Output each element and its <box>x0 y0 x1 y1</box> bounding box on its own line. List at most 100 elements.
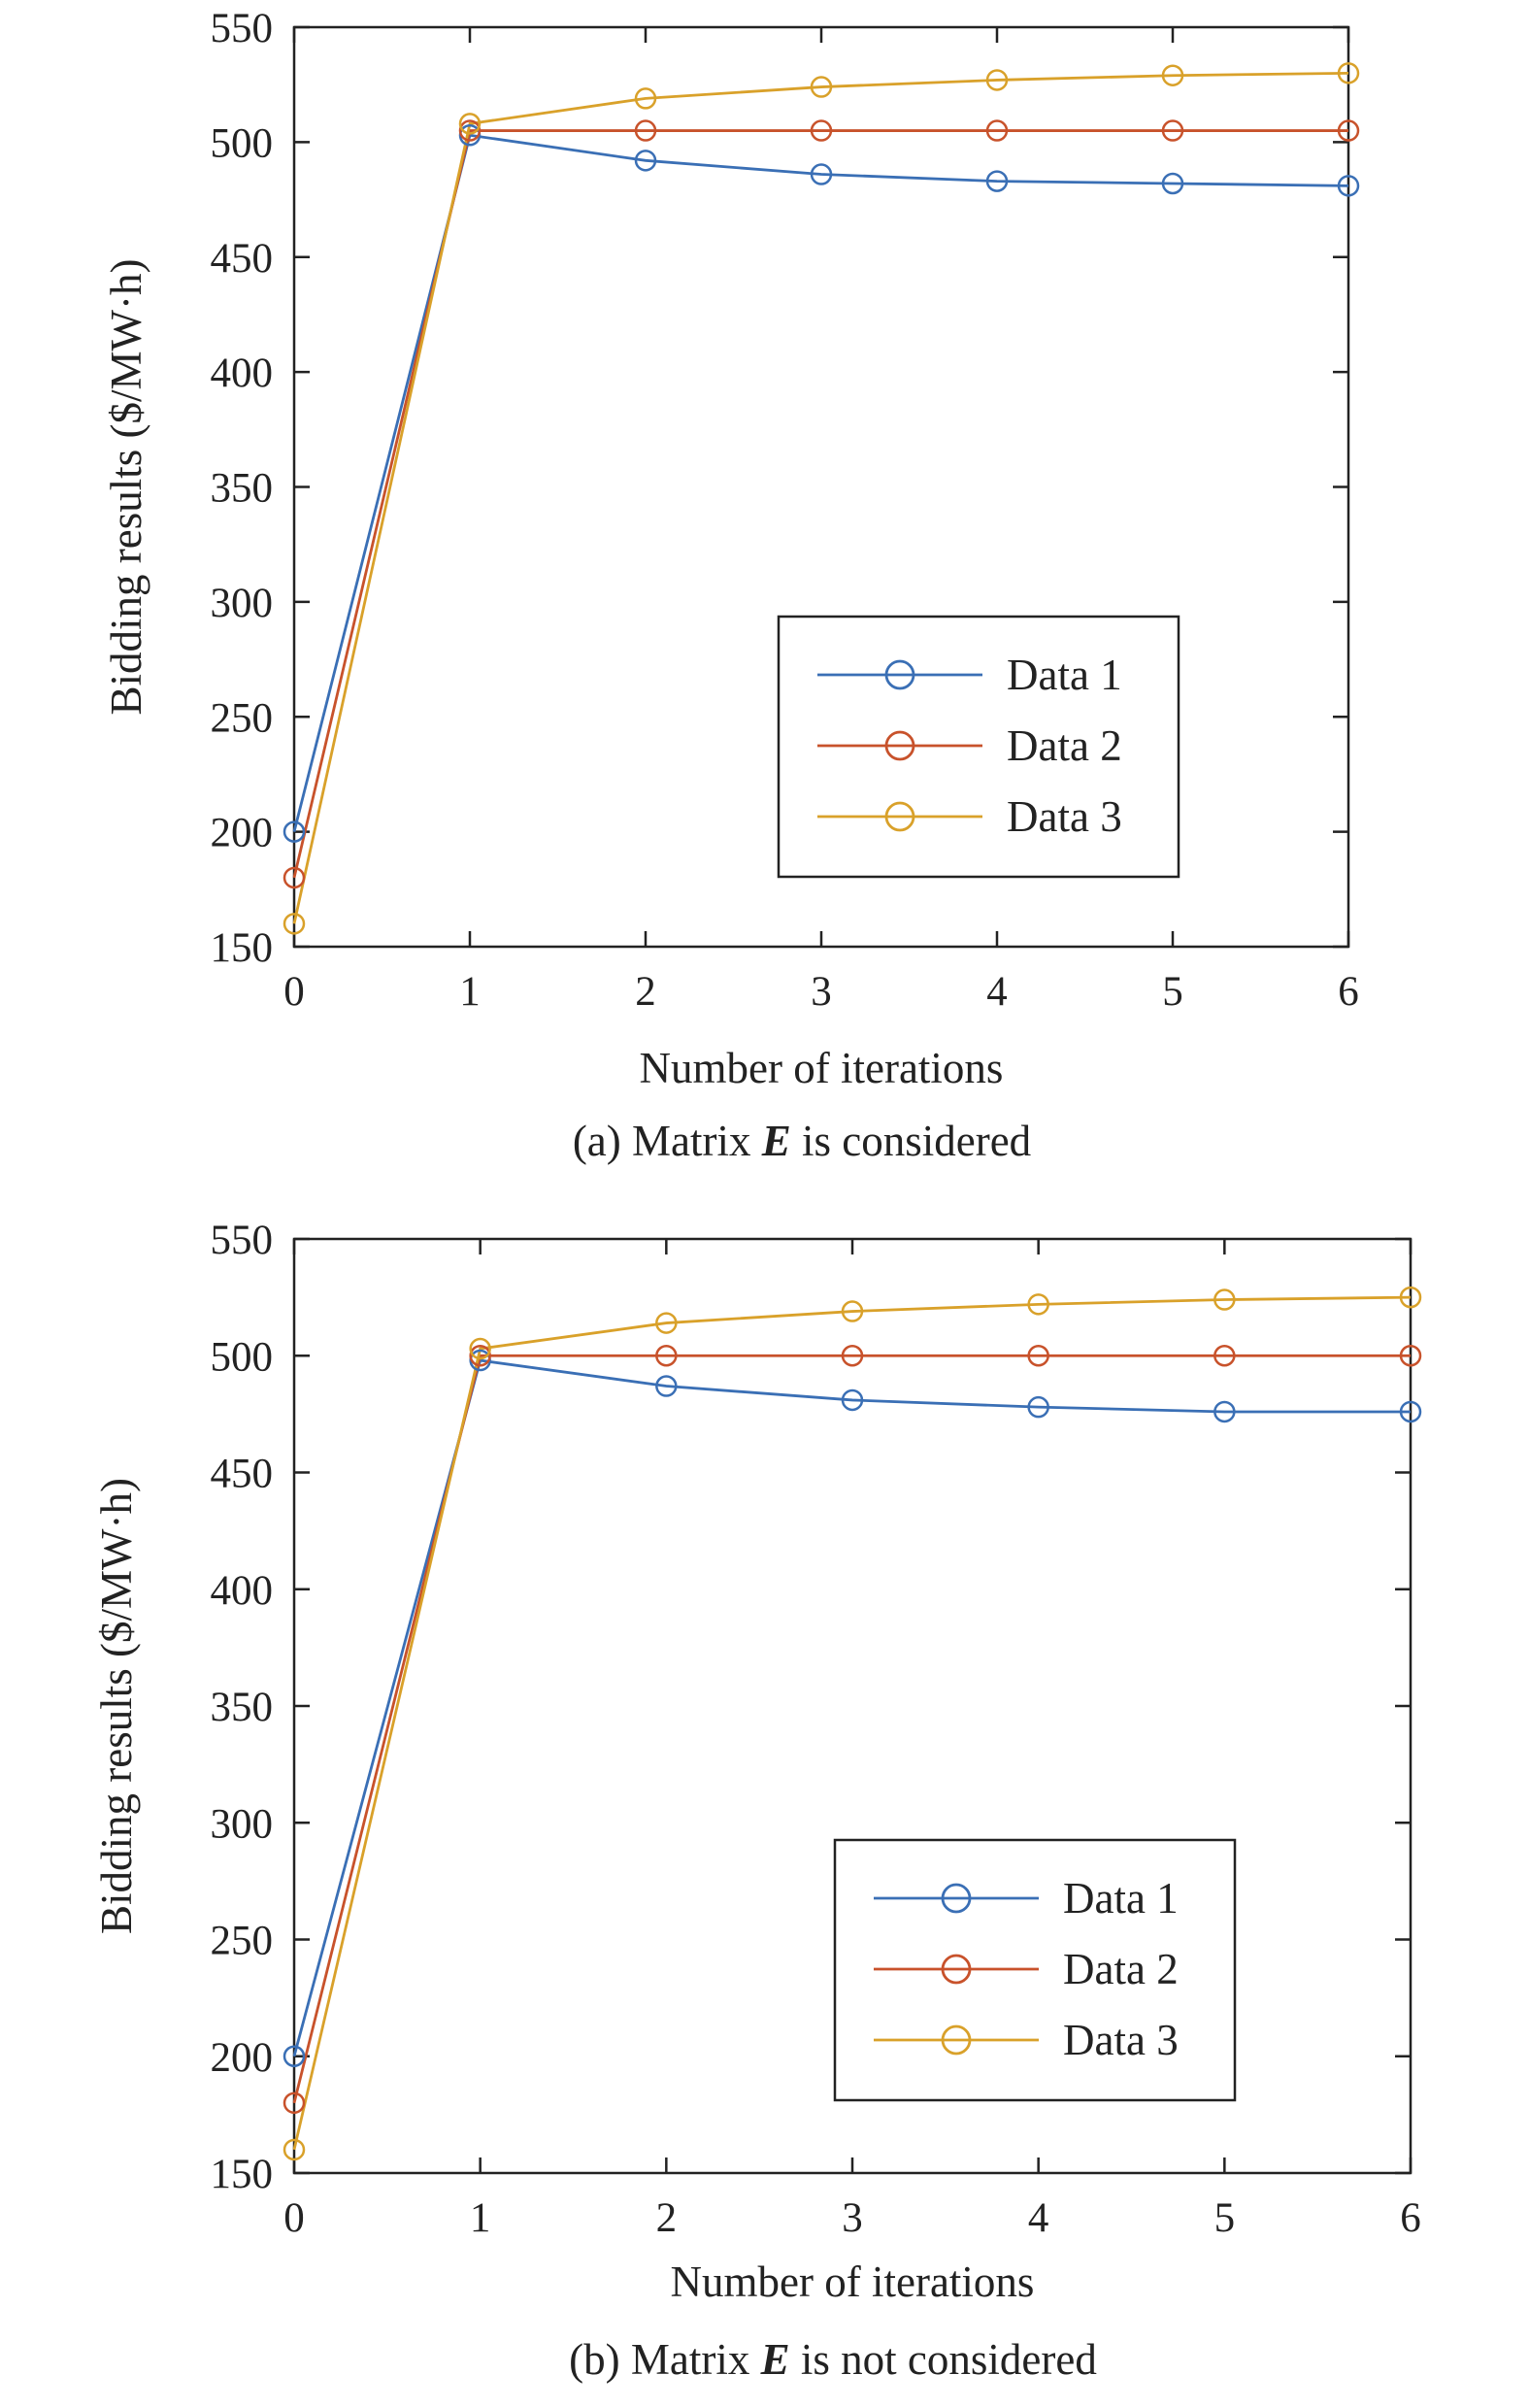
chart-a-series-3-point <box>458 113 482 135</box>
chart-b-x-tick-label: 0 <box>283 2195 305 2241</box>
chart-a-y-tick-label: 400 <box>211 351 274 396</box>
chart-b-x-tick-label: 1 <box>470 2195 491 2241</box>
chart-a-x-tick-label: 4 <box>986 969 1008 1015</box>
chart-a-series-2-point <box>810 119 833 142</box>
chart-b-caption: (b) Matrix E is not considered <box>569 2335 1097 2384</box>
chart-a-legend-label-1: Data 1 <box>1007 651 1122 699</box>
chart-b-legend-marker-1 <box>941 1883 972 1914</box>
chart-b-series-line-2 <box>292 1354 1411 2104</box>
chart-b-series-3-point <box>1399 1286 1422 1309</box>
chart-a-y-tick-label: 550 <box>211 6 274 51</box>
chart-a-series-2-point <box>1337 119 1360 142</box>
chart-a-series-1-point <box>985 170 1009 192</box>
chart-b-y-tick-label: 150 <box>211 2152 274 2197</box>
chart-b-legend-marker-3 <box>941 2024 972 2056</box>
chart-b-legend-label-3: Data 3 <box>1063 2016 1179 2064</box>
chart-b-series-2-point <box>283 2091 306 2115</box>
chart-b-series-3-point <box>283 2138 306 2161</box>
chart-a-series-1-point <box>1161 172 1184 195</box>
chart-a-series-2-point <box>283 866 306 889</box>
chart-a-series-2-point <box>1161 119 1184 142</box>
chart-b-series-3-point <box>469 1337 491 1360</box>
chart-b-y-tick-label: 550 <box>211 1218 274 1263</box>
chart-b-series-2-point <box>841 1345 864 1367</box>
chart-b: 0 1 2 3 4 5 6 150 200 250 300 350 400 450 500 550 Number… <box>92 1218 1422 2384</box>
chart-a-y-tick-label: 500 <box>211 120 274 166</box>
chart-a-y-tick-label: 150 <box>211 925 274 971</box>
chart-a-x-tick-label: 5 <box>1162 969 1183 1015</box>
chart-a-caption: (a) Matrix E is considered <box>573 1117 1031 1165</box>
chart-b-series-1-point <box>1027 1395 1049 1419</box>
chart-b-x-tick-label: 5 <box>1214 2195 1236 2241</box>
chart-a-x-tick-label: 3 <box>811 969 832 1015</box>
chart-a-series-3-point <box>985 69 1009 91</box>
chart-b-caption-variable: E <box>760 2335 790 2384</box>
chart-b-series-2-point <box>1399 1345 1422 1367</box>
chart-a-series-line-2 <box>292 129 1348 879</box>
chart-b-x-axis-label: Number of iterations <box>671 2258 1035 2306</box>
chart-a-series-2-point <box>634 119 657 142</box>
chart-a-legend-marker-1 <box>884 659 915 690</box>
chart-a-series-3-point <box>1161 64 1184 86</box>
chart-a-series-1-point <box>1337 175 1360 197</box>
chart-a-legend-label-2: Data 2 <box>1007 721 1122 770</box>
chart-a-legend-marker-3 <box>884 801 915 832</box>
chart-b-series-1-point <box>655 1375 678 1397</box>
chart-b-y-tick-label: 500 <box>211 1334 274 1380</box>
chart-b-y-tick-label: 250 <box>211 1919 274 1964</box>
chart-b-y-tick-label: 200 <box>211 2035 274 2081</box>
chart-b-series-2-point <box>1213 1345 1236 1367</box>
chart-a-y-tick-label: 350 <box>211 466 274 512</box>
chart-a-x-tick-label: 2 <box>635 969 656 1015</box>
chart-a-series-1-point <box>634 150 657 172</box>
chart-b-series-2-point <box>469 1345 491 1367</box>
chart-a-x-tick-label: 6 <box>1338 969 1359 1015</box>
chart-a-y-tick-label: 250 <box>211 695 274 741</box>
chart-b-x-tick-label: 3 <box>842 2195 863 2241</box>
chart-a: 0 1 2 3 4 5 6 150 200 250 300 350 400 450 500 550 Number… <box>102 6 1360 1165</box>
chart-a-caption-suffix: is considered <box>791 1117 1031 1165</box>
chart-a-x-tick-label: 0 <box>283 969 305 1015</box>
chart-b-series-3-point <box>655 1312 678 1334</box>
chart-b-x-tick-label: 4 <box>1028 2195 1049 2241</box>
chart-a-series-1-point <box>810 163 833 185</box>
chart-a-legend-marker-2 <box>884 730 915 761</box>
chart-a-series-3-point <box>1337 62 1360 84</box>
chart-b-y-tick-label: 450 <box>211 1452 274 1497</box>
chart-b-caption-prefix: (b) Matrix <box>569 2335 760 2384</box>
chart-b-series-1-point <box>283 2045 306 2067</box>
chart-a-y-axis-label: Bidding results ($/MW·h) <box>102 259 150 716</box>
chart-a-series-2-point <box>458 119 482 142</box>
chart-a-series-3-point <box>283 913 306 935</box>
chart-b-y-tick-label: 300 <box>211 1801 274 1847</box>
chart-b-series-1-point <box>1213 1400 1236 1423</box>
chart-b-series-line-3 <box>292 1295 1412 2151</box>
chart-b-y-tick-label: 350 <box>211 1685 274 1730</box>
chart-b-series-2-point <box>655 1345 678 1367</box>
chart-b-series-2-point <box>1027 1345 1049 1367</box>
chart-b-series-3-point <box>1213 1288 1236 1311</box>
chart-a-x-tick-label: 1 <box>459 969 481 1015</box>
chart-b-y-tick-label: 400 <box>211 1568 274 1614</box>
chart-a-y-tick-label: 300 <box>211 581 274 626</box>
chart-b-series-1-point <box>841 1388 864 1412</box>
chart-a-series-3-point <box>810 76 833 98</box>
chart-a-caption-variable: E <box>761 1117 791 1165</box>
chart-a-series-3-point <box>634 87 657 110</box>
chart-b-caption-suffix: is not considered <box>790 2335 1097 2384</box>
chart-a-legend-label-3: Data 3 <box>1007 792 1122 841</box>
chart-b-series-3-point <box>841 1300 864 1322</box>
chart-b-legend-label-1: Data 1 <box>1063 1874 1179 1923</box>
chart-b-series-1-point <box>1399 1400 1422 1423</box>
chart-a-series-1-point <box>283 820 306 843</box>
chart-b-y-axis-label: Bidding results ($/MW·h) <box>92 1478 141 1934</box>
chart-a-x-axis-label: Number of iterations <box>640 1044 1004 1092</box>
chart-b-series-3-point <box>1027 1293 1049 1316</box>
chart-b-legend-label-2: Data 2 <box>1063 1945 1179 1993</box>
chart-a-caption-prefix: (a) Matrix <box>573 1117 762 1165</box>
chart-a-series-line-3 <box>292 71 1349 924</box>
chart-b-x-tick-label: 6 <box>1400 2195 1421 2241</box>
chart-b-x-tick-label: 2 <box>656 2195 678 2241</box>
chart-a-y-tick-label: 450 <box>211 236 274 282</box>
